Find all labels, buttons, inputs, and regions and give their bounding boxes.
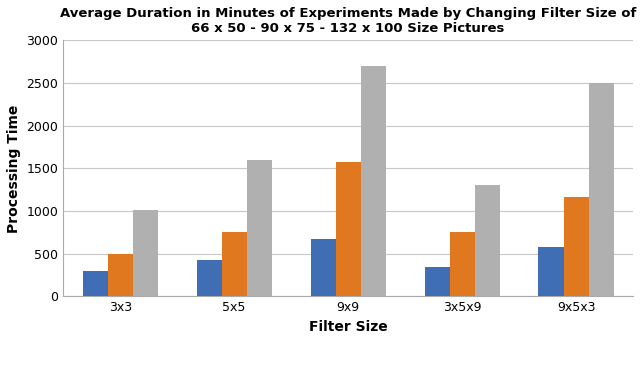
Title: Average Duration in Minutes of Experiments Made by Changing Filter Size of
66 x : Average Duration in Minutes of Experimen… [60, 7, 636, 35]
Bar [361, 66, 386, 296]
Bar [83, 271, 108, 296]
Bar [132, 210, 158, 296]
Bar [246, 160, 272, 296]
Bar [589, 83, 614, 296]
Bar [449, 232, 475, 296]
Bar [335, 162, 361, 296]
Bar [538, 247, 564, 296]
Bar [196, 260, 221, 296]
Y-axis label: Processing Time: Processing Time [7, 104, 21, 233]
X-axis label: Filter Size: Filter Size [308, 320, 388, 334]
Bar [310, 239, 335, 296]
Bar [564, 196, 589, 296]
Bar [424, 266, 449, 296]
Legend: 66x50, 90x75, 132x100: 66x50, 90x75, 132x100 [234, 374, 463, 380]
Bar [108, 254, 132, 296]
Bar [475, 185, 500, 296]
Bar [221, 232, 246, 296]
